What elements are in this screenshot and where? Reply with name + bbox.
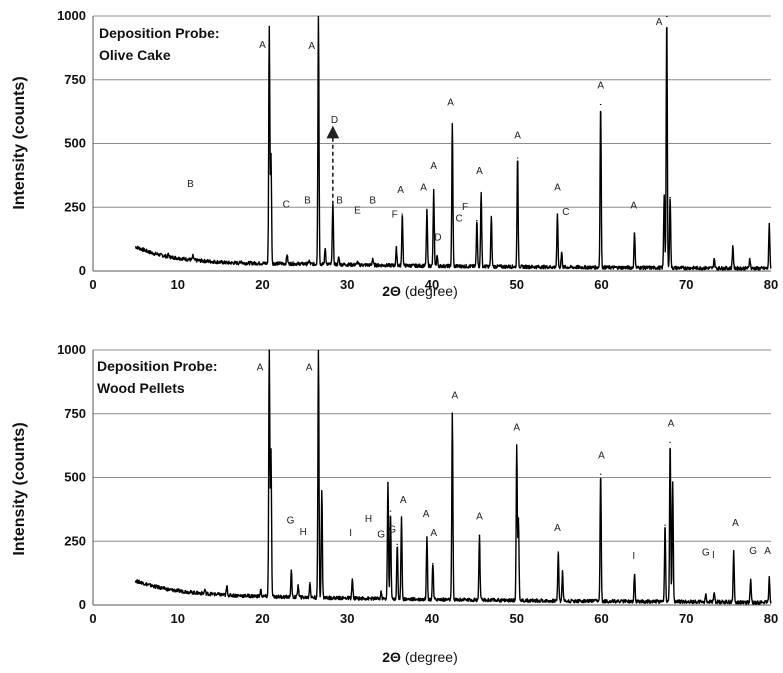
phase-annotation: A	[656, 17, 663, 28]
y-tick-label: 1000	[57, 342, 86, 357]
x-tick-label: 60	[594, 277, 608, 292]
phase-annotation: I	[349, 528, 352, 539]
x-axis-label-unit: (degree)	[401, 649, 458, 665]
phase-annotation: A	[308, 41, 315, 52]
phase-annotation: C	[283, 199, 290, 210]
y-axis-label: Intensity (counts)	[11, 422, 28, 555]
phase-annotation: I	[712, 550, 715, 561]
y-tick-label: 750	[64, 406, 86, 421]
x-tick-label: 80	[764, 277, 778, 292]
phase-annotation: B	[369, 195, 376, 206]
phase-annotation: D	[331, 115, 338, 126]
phase-annotation: G	[388, 524, 396, 535]
phase-annotation: B	[336, 195, 343, 206]
panel-title-line-2: Olive Cake	[99, 47, 171, 63]
x-tick-label: 80	[764, 611, 778, 626]
phase-annotation: A	[554, 183, 561, 194]
x-tick-label: 70	[679, 277, 693, 292]
x-axis-label-unit: (degree)	[401, 283, 458, 299]
phase-annotation: G	[749, 546, 757, 557]
y-tick-label: 750	[64, 72, 86, 87]
diffraction-series-line	[134, 349, 772, 605]
phase-annotation: A	[423, 509, 430, 520]
panel-title: Deposition Probe: Olive Cake	[99, 25, 220, 63]
phase-annotation: A	[400, 495, 407, 506]
phase-annotation: A	[397, 185, 404, 196]
phase-annotation: F	[392, 209, 398, 220]
phase-annotation: A	[452, 390, 459, 401]
x-tick-label: 0	[89, 277, 96, 292]
phase-annotation: E	[354, 206, 361, 217]
x-axis-label: 2Θ (degree)	[382, 283, 458, 299]
phase-annotation: A	[732, 518, 739, 529]
phase-annotation: A	[420, 183, 427, 194]
phase-annotation: A	[764, 546, 771, 557]
panel-title: Deposition Probe: Wood Pellets	[97, 358, 218, 396]
x-tick-label: 50	[510, 611, 524, 626]
x-tick-label: 10	[171, 277, 185, 292]
phase-annotation: A	[630, 201, 637, 212]
phase-annotation: A	[597, 81, 604, 92]
x-axis-label-symbol: 2Θ	[382, 283, 401, 299]
phase-annotation: A	[259, 40, 266, 51]
x-tick-label: 30	[340, 611, 354, 626]
x-tick-label: 20	[255, 277, 269, 292]
x-axis-label: 2Θ (degree)	[382, 649, 458, 665]
phase-annotation: G	[377, 529, 385, 540]
y-axis-label: Intensity (counts)	[11, 76, 28, 209]
phase-annotation: B	[187, 179, 194, 190]
olive-cake-panel: Intensity (counts) Deposition Probe: Oli…	[11, 8, 778, 299]
phase-annotation: I	[632, 551, 635, 562]
phase-annotation: C	[456, 213, 463, 224]
phase-annotation: A	[447, 97, 454, 108]
phase-annotation: H	[300, 527, 307, 538]
phase-annotation: A	[514, 130, 521, 141]
x-tick-label: 30	[340, 277, 354, 292]
phase-annotation: G	[702, 547, 710, 558]
phase-annotation: F	[462, 202, 468, 213]
y-tick-label: 250	[64, 199, 86, 214]
phase-annotation: C	[562, 207, 569, 218]
phase-annotation: A	[430, 161, 437, 172]
x-tick-label: 40	[425, 611, 439, 626]
x-tick-label: 10	[171, 611, 185, 626]
panel-title-line-1: Deposition Probe:	[99, 25, 220, 41]
x-tick-label: 20	[255, 611, 269, 626]
y-tick-label: 500	[64, 136, 86, 151]
phase-annotation: A	[476, 512, 483, 523]
y-tick-label: 1000	[57, 8, 86, 23]
phase-annotation: H	[365, 514, 372, 525]
phase-annotation: A	[598, 450, 605, 461]
phase-annotation: A	[668, 419, 675, 430]
phase-annotation: A	[554, 523, 561, 534]
panel-title-line-2: Wood Pellets	[97, 380, 185, 396]
y-tick-label: 0	[79, 597, 86, 612]
y-tick-label: 250	[64, 533, 86, 548]
phase-annotation: D	[434, 232, 441, 243]
y-tick-label: 500	[64, 470, 86, 485]
phase-annotation: B	[304, 195, 311, 206]
phase-annotation: A	[430, 528, 437, 539]
x-tick-label: 70	[679, 611, 693, 626]
phase-annotation: A	[306, 362, 313, 373]
x-axis-label-symbol: 2Θ	[382, 649, 401, 665]
phase-annotation: A	[476, 166, 483, 177]
panel-title-line-1: Deposition Probe:	[97, 358, 218, 374]
x-tick-label: 40	[425, 277, 439, 292]
wood-pellets-panel: Intensity (counts) Deposition Probe: Woo…	[11, 342, 778, 665]
phase-annotation: A	[257, 362, 264, 373]
x-tick-label: 50	[510, 277, 524, 292]
x-tick-label: 60	[594, 611, 608, 626]
phase-annotation: G	[287, 515, 295, 526]
x-tick-label: 0	[89, 611, 96, 626]
y-tick-label: 0	[79, 263, 86, 278]
phase-annotation: A	[513, 422, 520, 433]
